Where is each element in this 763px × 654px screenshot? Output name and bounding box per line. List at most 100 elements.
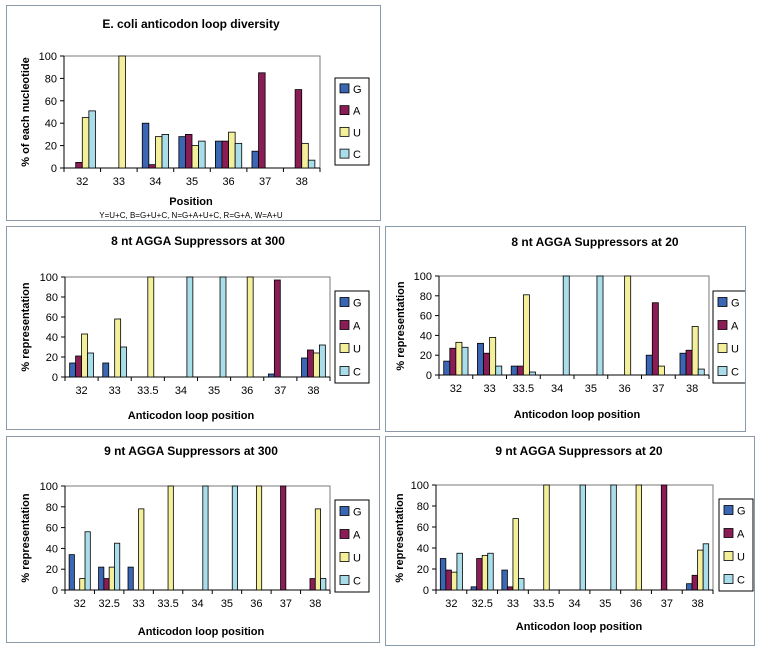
legend-swatch-A bbox=[717, 320, 728, 330]
bar-C-32.5 bbox=[487, 552, 494, 591]
y-tick-label: 20 bbox=[46, 352, 58, 364]
bar-C-32 bbox=[456, 552, 463, 591]
bar-G-37 bbox=[267, 373, 275, 378]
legend-label-G: G bbox=[353, 507, 362, 519]
bar-C-34 bbox=[202, 485, 209, 591]
chart-panel-9nt-20: 9 nt AGGA Suppressors at 20 0 20 40 60 80 100 3… bbox=[385, 436, 755, 646]
bar-U-37 bbox=[657, 365, 665, 376]
y-tick-label: 0 bbox=[426, 370, 432, 382]
x-tick-label: 37 bbox=[280, 598, 292, 610]
x-tick-label: 32.5 bbox=[98, 598, 119, 610]
chart-title: 8 nt AGGA Suppressors at 300 bbox=[111, 234, 285, 248]
legend-label-A: A bbox=[731, 321, 739, 333]
y-tick-label: 40 bbox=[45, 118, 57, 130]
x-tick-label: 33 bbox=[507, 598, 519, 610]
bar-G-33 bbox=[127, 566, 134, 591]
x-tick-label: 35 bbox=[186, 176, 198, 188]
bar-C-34 bbox=[161, 133, 169, 169]
bar-U-33.5 bbox=[522, 294, 530, 376]
y-tick-label: 0 bbox=[52, 372, 58, 384]
legend-swatch-A bbox=[723, 528, 734, 538]
bar-A-37 bbox=[273, 279, 281, 378]
legend-swatch-C bbox=[339, 366, 350, 376]
bar-C-35 bbox=[610, 484, 617, 591]
legend-label-U: U bbox=[731, 344, 739, 356]
bar-A-38 bbox=[685, 349, 693, 376]
legend-swatch-G bbox=[717, 297, 728, 307]
x-tick-label: 32 bbox=[445, 598, 457, 610]
bar-U-33 bbox=[138, 508, 145, 591]
x-tick-label: 32 bbox=[75, 385, 87, 397]
x-axis-label: Anticodon loop position bbox=[514, 409, 641, 421]
bar-U-33.5 bbox=[167, 485, 174, 591]
x-tick-label: 33.5 bbox=[137, 385, 158, 397]
legend-swatch-C bbox=[723, 574, 734, 584]
bar-U-38 bbox=[691, 326, 699, 376]
x-axis-label: Position bbox=[169, 196, 213, 208]
legend-swatch-C bbox=[339, 575, 350, 585]
y-tick-label: 20 bbox=[45, 141, 57, 153]
legend-label-U: U bbox=[737, 552, 745, 564]
bar-U-33 bbox=[512, 518, 519, 591]
y-tick-label: 80 bbox=[45, 73, 57, 85]
bar-A-37 bbox=[280, 485, 287, 591]
legend-label-C: C bbox=[353, 149, 361, 161]
x-tick-label: 37 bbox=[259, 176, 271, 188]
y-tick-label: 20 bbox=[46, 564, 58, 576]
x-tick-label: 37 bbox=[652, 383, 664, 395]
bar-C-35 bbox=[219, 276, 227, 378]
bar-G-33.5 bbox=[510, 365, 518, 376]
legend-label-U: U bbox=[353, 127, 361, 139]
bar-G-34 bbox=[141, 122, 150, 169]
chart-svg: 9 nt AGGA Suppressors at 20 0 20 40 60 80 100 3… bbox=[394, 444, 754, 633]
bar-U-38 bbox=[301, 142, 309, 169]
bar-G-32 bbox=[69, 362, 77, 378]
bar-C-35 bbox=[231, 485, 238, 591]
y-tick-label: 60 bbox=[417, 522, 429, 534]
legend-swatch-C bbox=[717, 366, 728, 376]
bar-A-38 bbox=[307, 349, 314, 378]
bar-G-32 bbox=[439, 558, 447, 591]
legend-swatch-G bbox=[339, 506, 350, 516]
y-tick-label: 80 bbox=[420, 291, 432, 303]
chart-title: 8 nt AGGA Suppressors at 20 bbox=[511, 235, 678, 249]
y-tick-label: 0 bbox=[51, 163, 57, 175]
legend-label-G: G bbox=[731, 298, 740, 310]
bar-A-38 bbox=[294, 89, 303, 169]
legend-label-C: C bbox=[737, 575, 745, 587]
y-tick-label: 100 bbox=[411, 480, 429, 492]
legend-swatch-U bbox=[339, 126, 350, 137]
legend-swatch-G bbox=[723, 505, 734, 515]
x-tick-label: 36 bbox=[619, 383, 631, 395]
x-tick-label: 38 bbox=[307, 385, 319, 397]
y-tick-label: 0 bbox=[52, 585, 58, 597]
legend-swatch-G bbox=[339, 297, 350, 307]
x-tick-label: 37 bbox=[274, 385, 286, 397]
chart-title: E. coli anticodon loop diversity bbox=[102, 17, 280, 31]
bar-C-34 bbox=[562, 275, 570, 376]
bar-A-36 bbox=[221, 140, 229, 169]
bar-A-37 bbox=[660, 484, 668, 591]
bar-U-32 bbox=[81, 117, 90, 169]
y-tick-label: 40 bbox=[46, 332, 58, 344]
legend-label-U: U bbox=[353, 553, 361, 565]
bar-U-38 bbox=[314, 508, 321, 591]
x-tick-label: 35 bbox=[599, 598, 611, 610]
legend-label-A: A bbox=[353, 106, 361, 118]
chart-svg: E. coli anticodon loop diversity 0 20 40 60 8… bbox=[20, 17, 370, 220]
x-tick-label: 36 bbox=[241, 385, 253, 397]
formula-note: Y=U+C, B=G+U+C, N=G+A+U+C, R=G+A, W=A+U bbox=[99, 211, 283, 220]
bar-A-33 bbox=[483, 352, 491, 376]
x-tick-label: 33 bbox=[484, 383, 496, 395]
x-tick-label: 34 bbox=[191, 598, 203, 610]
bar-U-32 bbox=[81, 333, 88, 378]
bar-C-32 bbox=[461, 346, 469, 376]
bar-U-35 bbox=[191, 145, 199, 169]
y-tick-label: 40 bbox=[46, 543, 58, 555]
plot-area bbox=[64, 276, 331, 378]
x-axis-label: Anticodon loop position bbox=[516, 621, 643, 633]
bar-G-32.5 bbox=[98, 566, 105, 591]
x-tick-label: 32 bbox=[74, 598, 86, 610]
